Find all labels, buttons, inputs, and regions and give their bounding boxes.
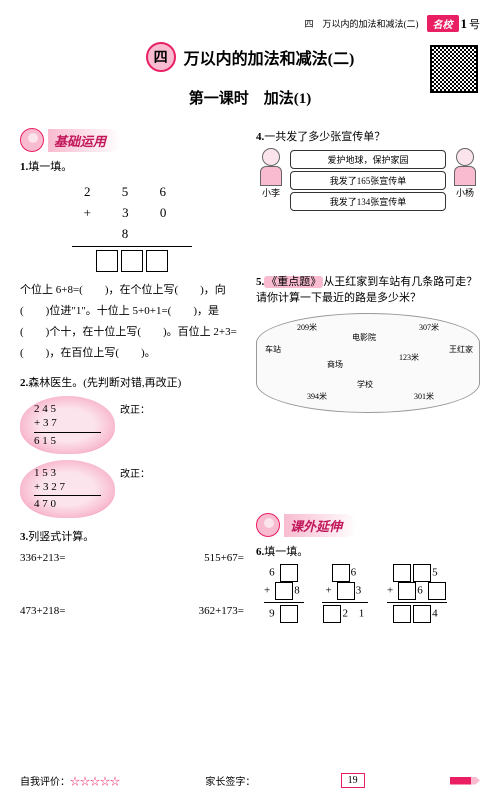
qr-code <box>430 45 478 93</box>
lesson-title: 第一课时 加法(1) <box>20 87 480 108</box>
question-5: 5.《重点题》从王红家到车站有几条路可走？请你计算一下最近的路是多少米？ 209… <box>256 273 480 413</box>
page-number: 19 <box>341 773 365 788</box>
section-basic: 基础运用 <box>20 128 244 152</box>
girl-icon <box>20 128 44 152</box>
breadcrumb: 四 万以内的加法和减法(二) <box>305 17 419 30</box>
pencil-icon <box>450 777 480 785</box>
question-2: 2.森林医生。(先判断对错,再改正) 2 4 5+ 3 7 6 1 5 改正： … <box>20 374 244 518</box>
girl-icon <box>256 513 280 537</box>
question-3: 3.列竖式计算。 336+213=515+67= 473+218=362+173… <box>20 528 244 617</box>
rating-stars: ☆☆☆☆☆ <box>70 777 120 788</box>
chapter-num: 四 <box>146 42 176 72</box>
brand-logo: 名校 1 号 <box>427 15 481 32</box>
question-4: 4.一共发了多少张宣传单？ 小李 爱护地球，保护家园 我发了165张宣传单 我发… <box>256 128 480 213</box>
question-1: 1.填一填。 2 5 6 + 3 0 8 个位上 6+8=( )，在个位上写( … <box>20 158 244 364</box>
chapter-title: 万以内的加法和减法(二) <box>184 45 355 69</box>
page-footer: 自我评价：☆☆☆☆☆ 家长签字： 19 <box>20 773 480 788</box>
route-map: 209米 307米 车站 电影院 123米 王红家 商场 394米 学校 301… <box>256 313 480 413</box>
chapter-header: 四 万以内的加法和减法(二) <box>20 42 480 72</box>
question-6: 6.填一填。 6+89 6+32 1 5+64 <box>256 543 480 623</box>
section-extend: 课外延伸 <box>256 513 480 537</box>
